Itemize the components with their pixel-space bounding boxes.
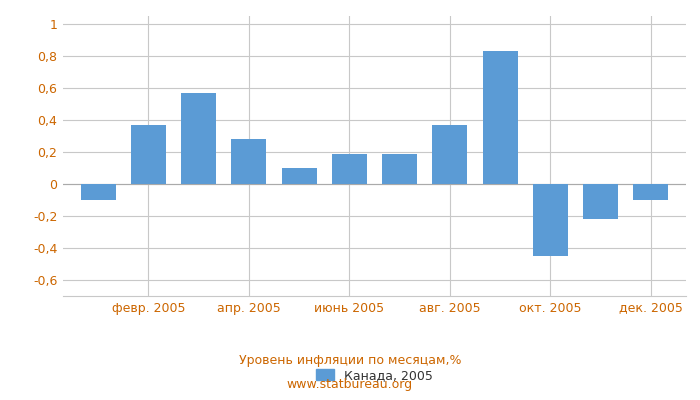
Bar (583, 184, 618, 219)
Bar (181, 93, 216, 184)
Bar (80, 184, 116, 200)
Bar (433, 125, 468, 184)
Text: www.statbureau.org: www.statbureau.org (287, 378, 413, 391)
Bar (482, 51, 518, 184)
Bar (131, 125, 166, 184)
Text: Уровень инфляции по месяцам,%: Уровень инфляции по месяцам,% (239, 354, 461, 367)
Bar (281, 168, 316, 184)
Bar (231, 139, 267, 184)
Legend: Канада, 2005: Канада, 2005 (311, 364, 438, 387)
Bar (332, 154, 367, 184)
Bar (634, 184, 668, 200)
Bar (382, 154, 417, 184)
Bar (533, 184, 568, 256)
